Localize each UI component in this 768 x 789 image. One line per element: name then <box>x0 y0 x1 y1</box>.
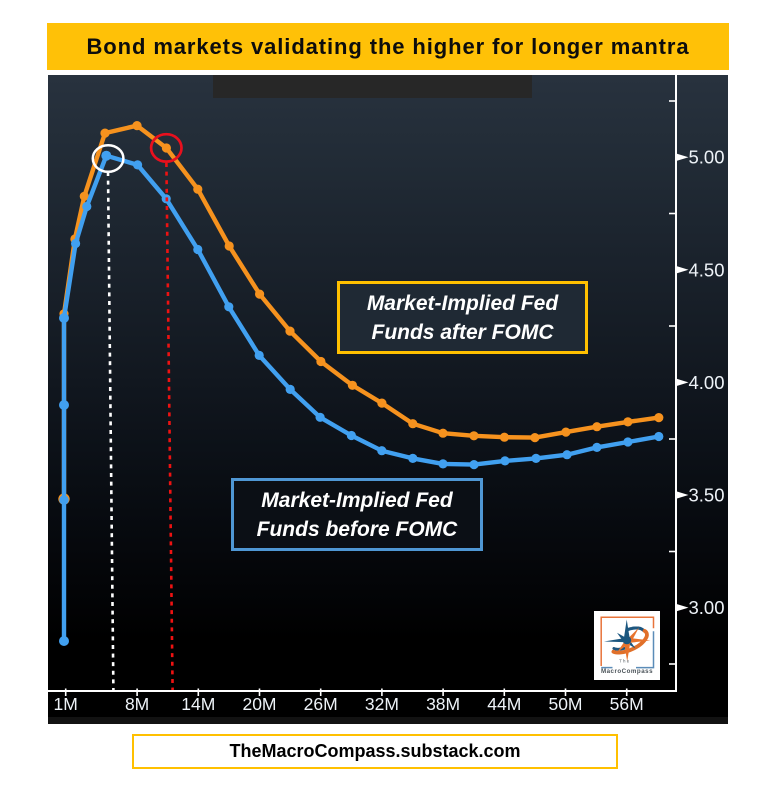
svg-text:3.00: 3.00 <box>689 597 725 618</box>
svg-text:50M: 50M <box>548 694 582 714</box>
svg-text:1M: 1M <box>54 694 78 714</box>
svg-text:56M: 56M <box>610 694 644 714</box>
svg-text:5.00: 5.00 <box>689 147 725 168</box>
svg-text:38M: 38M <box>426 694 460 714</box>
svg-text:44M: 44M <box>487 694 521 714</box>
svg-text:MacroCompass: MacroCompass <box>601 668 653 675</box>
svg-text:20M: 20M <box>242 694 276 714</box>
svg-text:14M: 14M <box>181 694 215 714</box>
svg-text:8M: 8M <box>125 694 149 714</box>
svg-text:The: The <box>619 659 630 664</box>
svg-text:3.50: 3.50 <box>689 485 725 506</box>
svg-text:32M: 32M <box>365 694 399 714</box>
svg-text:4.50: 4.50 <box>689 259 725 280</box>
svg-text:26M: 26M <box>304 694 338 714</box>
svg-text:4.00: 4.00 <box>689 372 725 393</box>
